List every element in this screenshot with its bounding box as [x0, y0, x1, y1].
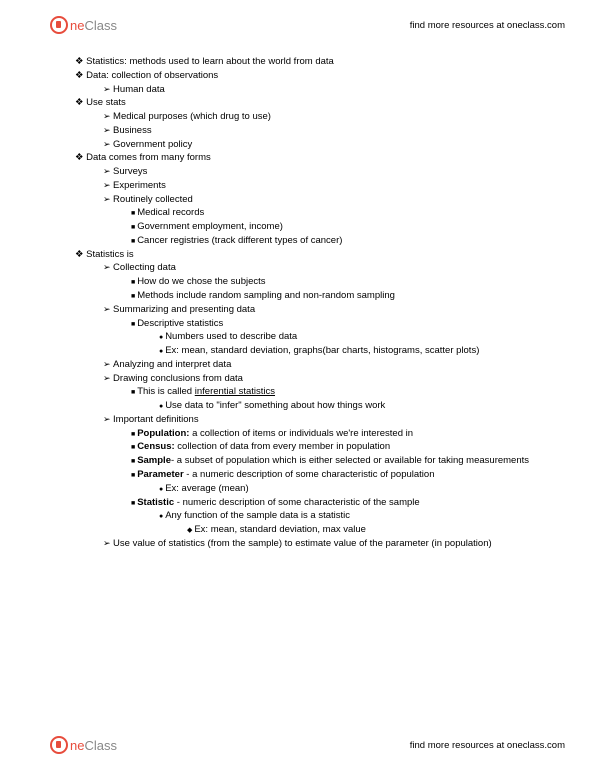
logo-text-one: ne: [70, 738, 84, 753]
note-item: Cancer registries (track different types…: [131, 234, 550, 248]
note-item: Ex: mean, standard deviation, graphs(bar…: [159, 344, 550, 358]
note-item: Use stats: [75, 96, 550, 110]
resources-link-bottom[interactable]: find more resources at oneclass.com: [410, 740, 565, 751]
logo-text-class: Class: [84, 18, 117, 33]
note-item: Government employment, income): [131, 220, 550, 234]
notes-content: Statistics: methods used to learn about …: [75, 55, 550, 551]
note-item: Experiments: [103, 179, 550, 193]
note-item: Routinely collected: [103, 193, 550, 207]
logo-footer: neClass: [50, 736, 117, 754]
note-item: Ex: average (mean): [159, 482, 550, 496]
note-item: Medical purposes (which drug to use): [103, 110, 550, 124]
note-item: Parameter - a numeric description of som…: [131, 468, 550, 482]
logo-text-class: Class: [84, 738, 117, 753]
logo-icon: [50, 736, 68, 754]
note-item: Use data to "infer" something about how …: [159, 399, 550, 413]
note-item: Drawing conclusions from data: [103, 372, 550, 386]
note-item: Government policy: [103, 138, 550, 152]
note-item: Census: collection of data from every me…: [131, 440, 550, 454]
note-item: Numbers used to describe data: [159, 330, 550, 344]
note-item: Medical records: [131, 206, 550, 220]
note-item: Human data: [103, 83, 550, 97]
note-item: Collecting data: [103, 261, 550, 275]
note-item: Business: [103, 124, 550, 138]
note-item: This is called inferential statistics: [131, 385, 550, 399]
note-item: Data comes from many forms: [75, 151, 550, 165]
note-item: Data: collection of observations: [75, 69, 550, 83]
note-item: Sample- a subset of population which is …: [131, 454, 550, 468]
note-item: Statistic - numeric description of some …: [131, 496, 550, 510]
note-item: Statistics is: [75, 248, 550, 262]
note-item: Any function of the sample data is a sta…: [159, 509, 550, 523]
note-item: Surveys: [103, 165, 550, 179]
note-item: Statistics: methods used to learn about …: [75, 55, 550, 69]
note-item: Important definitions: [103, 413, 550, 427]
logo: neClass: [50, 16, 117, 34]
header: neClass find more resources at oneclass.…: [0, 10, 595, 40]
note-item: Use value of statistics (from the sample…: [103, 537, 550, 551]
logo-icon: [50, 16, 68, 34]
note-item: Ex: mean, standard deviation, max value: [187, 523, 550, 537]
note-item: Descriptive statistics: [131, 317, 550, 331]
logo-text-one: ne: [70, 18, 84, 33]
note-item: Analyzing and interpret data: [103, 358, 550, 372]
footer: neClass find more resources at oneclass.…: [0, 730, 595, 760]
resources-link-top[interactable]: find more resources at oneclass.com: [410, 20, 565, 31]
note-item: Population: a collection of items or ind…: [131, 427, 550, 441]
notes-list: Statistics: methods used to learn about …: [75, 55, 550, 551]
note-item: How do we chose the subjects: [131, 275, 550, 289]
note-item: Summarizing and presenting data: [103, 303, 550, 317]
note-item: Methods include random sampling and non-…: [131, 289, 550, 303]
